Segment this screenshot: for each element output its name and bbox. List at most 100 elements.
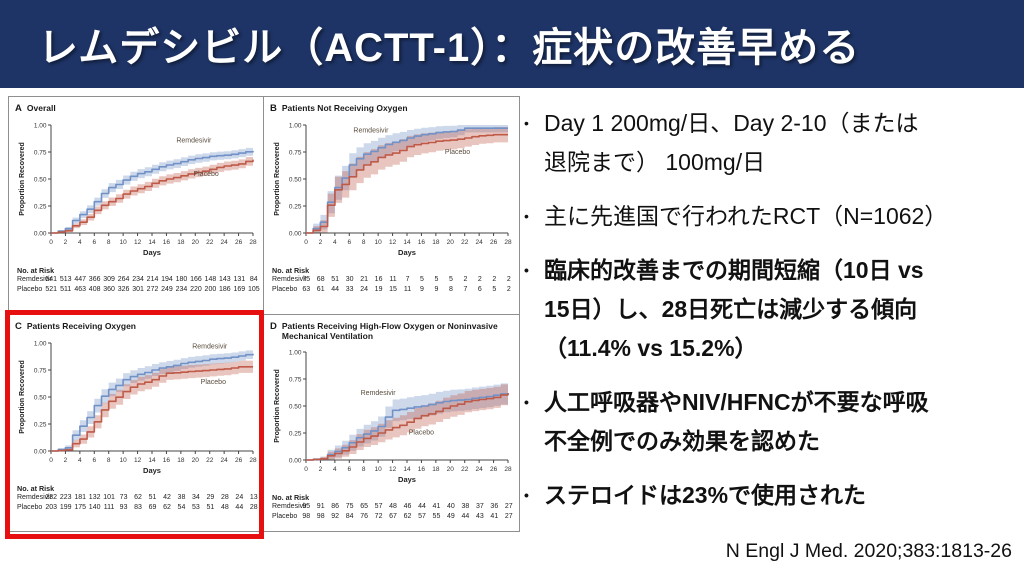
svg-text:12: 12: [134, 239, 142, 246]
svg-text:0.50: 0.50: [289, 404, 302, 411]
at-risk-series-name: Placebo: [272, 512, 298, 520]
svg-text:0: 0: [49, 239, 53, 246]
at-risk-series-name: Remdesivir: [272, 276, 308, 284]
at-risk-counts: 232 223 181 132 101 73 62 51 42 38 34 29 28 24 13: [45, 494, 258, 502]
bullet-item-5: • ステロイドは23%で使用された: [524, 476, 1018, 515]
recovery-chart-c: 0.000.250.500.751.000 2 4 6 8 10 12 14 16 18 20 22 2…: [19, 341, 257, 476]
series-line-placebo: [51, 159, 254, 235]
at-risk-table: No. at Risk Remdesivir 95 91 86 75 65 57 48 46 44 4…: [270, 493, 516, 521]
svg-text:0.75: 0.75: [289, 150, 302, 157]
series-line-remdesivir: [51, 354, 254, 453]
series-label-placebo: Placebo: [409, 430, 434, 437]
svg-text:18: 18: [177, 239, 185, 246]
series-label-placebo: Placebo: [193, 171, 218, 178]
bullet-dot: •: [524, 262, 529, 278]
panel-a-overall: A Overall 0.00 0.25 0.50 0.75 1.00 0 2 4 6 8 10 12 14 1…: [9, 97, 264, 315]
at-risk-row-placebo: Placebo 521 511 463 408 360 326 301 272 249 234 220…: [15, 285, 260, 295]
series-line-placebo: [306, 134, 508, 235]
panel-letter: C: [15, 321, 22, 332]
ci-band-placebo: [51, 360, 253, 452]
svg-text:Days: Days: [398, 475, 416, 484]
svg-text:0.25: 0.25: [34, 204, 47, 211]
series-line-remdesivir: [51, 151, 254, 235]
at-risk-label: No. at Risk: [272, 266, 310, 276]
svg-text:22: 22: [461, 239, 469, 246]
svg-text:0.00: 0.00: [289, 231, 302, 238]
svg-text:Days: Days: [143, 466, 161, 475]
bullet-text: 主に先進国で行われたRCT（N=1062）: [544, 203, 948, 229]
at-risk-table: No. at Risk Remdesivir 75 68 51 30 21 16 11 7 5 5 5 2…: [270, 266, 516, 294]
panel-title: Overall: [26, 103, 56, 113]
ci-band-remdesivir: [306, 125, 508, 234]
ci-band-placebo: [51, 155, 253, 234]
svg-text:26: 26: [235, 239, 243, 246]
svg-text:4: 4: [78, 239, 82, 246]
svg-text:28: 28: [249, 239, 257, 246]
recovery-chart-a: 0.000.250.500.751.000 2 4 6 8 10 12 14 16 18 20 22 2…: [19, 123, 257, 258]
series-line-placebo: [306, 393, 509, 462]
at-risk-row-remdesivir: Remdesivir 95 91 86 75 65 57 48 46 44 41 40 38 37 36 27: [270, 502, 516, 512]
bullet-list: • Day 1 200mg/日、Day 2-10（または 退院まで） 100mg/…: [524, 104, 1018, 515]
series-label-remdesivir: Remdesivir: [353, 128, 389, 135]
svg-text:0.25: 0.25: [289, 431, 302, 438]
svg-text:0.25: 0.25: [34, 422, 47, 429]
series-label-remdesivir: Remdesivir: [361, 391, 397, 398]
svg-text:0.75: 0.75: [289, 377, 302, 384]
svg-text:0: 0: [49, 457, 53, 464]
svg-text:Days: Days: [143, 248, 161, 257]
figure-grid: A Overall 0.00 0.25 0.50 0.75 1.00 0 2 4 6 8 10 12 14 1…: [9, 97, 519, 531]
panel-header: B Patients Not Receiving Oxygen: [270, 103, 516, 114]
svg-text:20: 20: [192, 457, 200, 464]
svg-text:16: 16: [418, 466, 426, 473]
bullet-text: Day 1 200mg/日、Day 2-10（または 退院まで） 100mg/日: [544, 110, 919, 175]
bullet-dot: •: [524, 394, 529, 410]
svg-text:24: 24: [476, 239, 484, 246]
svg-text:2: 2: [64, 457, 68, 464]
at-risk-row-remdesivir: Remdesivir 75 68 51 30 21 16 11 7 5 5 5 2 2 2 2: [270, 275, 516, 285]
svg-text:6: 6: [347, 239, 351, 246]
at-risk-table: No. at Risk Remdesivir 541 513 447 366 309 264 2…: [15, 266, 260, 294]
at-risk-series-name: Remdesivir: [272, 503, 308, 511]
svg-text:Proportion Recovered: Proportion Recovered: [274, 370, 281, 444]
at-risk-label: No. at Risk: [17, 484, 55, 494]
svg-text:8: 8: [362, 466, 366, 473]
at-risk-row-remdesivir: Remdesivir 541 513 447 366 309 264 234 214 194 180…: [15, 275, 260, 285]
at-risk-counts: 521 511 463 408 360 326 301 272 249 234 220 200 186 1…: [45, 285, 260, 293]
svg-text:0.00: 0.00: [34, 449, 47, 456]
panel-header: C Patients Receiving Oxygen: [15, 321, 260, 332]
svg-text:20: 20: [192, 239, 200, 246]
svg-text:10: 10: [120, 457, 128, 464]
bullet-text: ステロイドは23%で使用された: [544, 482, 867, 508]
at-risk-counts: 98 98 92 84 76 72 67 62 57 55 49 44 43 41 27: [302, 512, 513, 520]
svg-text:2: 2: [64, 239, 68, 246]
svg-text:8: 8: [107, 239, 111, 246]
svg-text:22: 22: [461, 466, 469, 473]
svg-text:14: 14: [148, 239, 156, 246]
at-risk-counts: 75 68 51 30 21 16 11 7 5 5 5 2 2 2 2: [302, 276, 511, 284]
svg-text:8: 8: [362, 239, 366, 246]
svg-text:18: 18: [432, 239, 440, 246]
bullet-item-4: • 人工呼吸器やNIV/HFNCが不要な呼吸 不全例でのみ効果を認めた: [524, 383, 1018, 461]
series-label-placebo: Placebo: [201, 379, 226, 386]
svg-text:28: 28: [504, 466, 512, 473]
svg-text:12: 12: [389, 239, 397, 246]
svg-text:16: 16: [163, 457, 171, 464]
panel-title: Patients Receiving Oxygen: [26, 321, 136, 331]
svg-text:24: 24: [476, 466, 484, 473]
at-risk-series-name: Placebo: [17, 503, 43, 511]
panel-header: A Overall: [15, 103, 260, 114]
svg-text:0.00: 0.00: [34, 231, 47, 238]
citation: N Engl J Med. 2020;383:1813-26: [725, 540, 1012, 562]
svg-text:20: 20: [447, 239, 455, 246]
at-risk-label: No. at Risk: [272, 493, 310, 503]
bullet-text: 人工呼吸器やNIV/HFNCが不要な呼吸 不全例でのみ効果を認めた: [544, 389, 929, 454]
figure-actt1-recovery-curves: A Overall 0.00 0.25 0.50 0.75 1.00 0 2 4 6 8 10 12 14 1…: [5, 96, 520, 539]
svg-text:0: 0: [304, 239, 308, 246]
svg-text:12: 12: [134, 457, 142, 464]
svg-text:22: 22: [206, 239, 214, 246]
svg-text:26: 26: [490, 239, 498, 246]
svg-text:14: 14: [403, 466, 411, 473]
svg-text:1.00: 1.00: [289, 350, 302, 357]
svg-text:4: 4: [333, 239, 337, 246]
panel-header: D Patients Receiving High-Flow Oxygen or …: [270, 321, 516, 341]
